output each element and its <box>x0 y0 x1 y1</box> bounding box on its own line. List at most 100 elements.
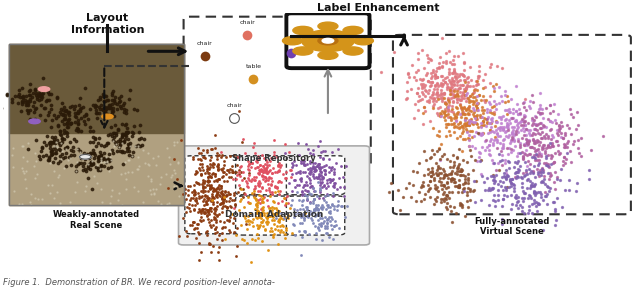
Point <box>458 83 468 87</box>
Point <box>417 122 428 127</box>
Point <box>214 193 224 198</box>
Point <box>538 143 548 147</box>
Point <box>328 190 338 195</box>
Point <box>20 100 30 104</box>
Point <box>413 68 424 73</box>
Point <box>252 203 262 208</box>
Point <box>423 189 433 194</box>
Point <box>189 189 199 194</box>
Point <box>115 138 125 143</box>
Point <box>304 212 314 217</box>
Point <box>120 108 131 112</box>
Point <box>428 105 438 110</box>
Point <box>267 229 277 234</box>
Point <box>485 128 495 132</box>
Point <box>537 129 547 134</box>
Point <box>262 211 272 215</box>
Point <box>327 177 337 182</box>
Point <box>450 73 460 78</box>
Point <box>450 184 460 189</box>
Point <box>460 118 470 122</box>
Point <box>224 218 234 223</box>
Point <box>552 177 563 181</box>
Point <box>554 129 564 134</box>
Point <box>187 223 197 228</box>
Point <box>204 195 214 200</box>
Point <box>500 185 510 189</box>
Point <box>497 163 507 168</box>
Point <box>447 58 458 62</box>
Point <box>442 74 452 79</box>
Point <box>436 180 446 184</box>
Point <box>308 151 319 156</box>
Point <box>524 139 534 143</box>
Point <box>255 210 266 215</box>
Point <box>413 108 423 113</box>
Point <box>199 181 209 186</box>
Point <box>508 201 518 206</box>
Point <box>99 99 109 103</box>
Point <box>297 188 307 193</box>
Point <box>519 211 529 215</box>
Point <box>520 96 530 101</box>
Point <box>324 165 334 170</box>
Point <box>271 211 281 216</box>
Point <box>184 202 195 207</box>
Point <box>118 103 129 107</box>
Point <box>129 107 139 111</box>
Point <box>178 192 188 197</box>
Point <box>105 131 115 136</box>
Point <box>462 83 472 88</box>
Point <box>525 169 536 173</box>
Point <box>554 151 564 155</box>
Point <box>419 85 429 90</box>
Point <box>529 139 540 144</box>
Point <box>289 158 299 163</box>
Point <box>25 88 35 93</box>
Point <box>541 146 551 151</box>
Point <box>280 151 291 155</box>
Point <box>541 106 551 110</box>
Point <box>454 182 464 187</box>
Point <box>533 202 543 206</box>
Point <box>212 191 222 196</box>
Point <box>530 192 540 197</box>
Point <box>253 236 263 240</box>
Point <box>84 129 95 134</box>
Point <box>469 90 479 94</box>
Point <box>255 167 265 172</box>
Point <box>63 110 73 115</box>
Point <box>106 102 116 107</box>
Point <box>212 176 223 181</box>
Point <box>530 140 540 145</box>
Point <box>124 158 134 162</box>
Point <box>472 158 482 163</box>
Point <box>250 151 260 155</box>
Point <box>246 179 257 183</box>
Point <box>491 119 501 123</box>
Point <box>310 168 320 172</box>
Point <box>452 75 462 80</box>
Point <box>568 139 579 144</box>
Point <box>34 94 44 98</box>
Point <box>454 162 464 166</box>
Point <box>446 82 456 87</box>
Point <box>323 170 333 175</box>
Point <box>278 224 288 228</box>
Point <box>548 109 558 114</box>
Text: chair: chair <box>239 20 255 25</box>
Point <box>262 198 272 203</box>
Point <box>545 118 556 123</box>
Point <box>22 159 32 163</box>
Point <box>322 202 332 207</box>
Point <box>497 125 508 129</box>
Point <box>259 166 269 171</box>
Point <box>203 171 213 176</box>
Point <box>536 147 547 151</box>
Point <box>219 178 229 183</box>
Point <box>185 198 195 203</box>
Point <box>528 121 538 125</box>
Point <box>434 65 444 69</box>
Point <box>436 153 447 158</box>
Point <box>211 220 221 224</box>
